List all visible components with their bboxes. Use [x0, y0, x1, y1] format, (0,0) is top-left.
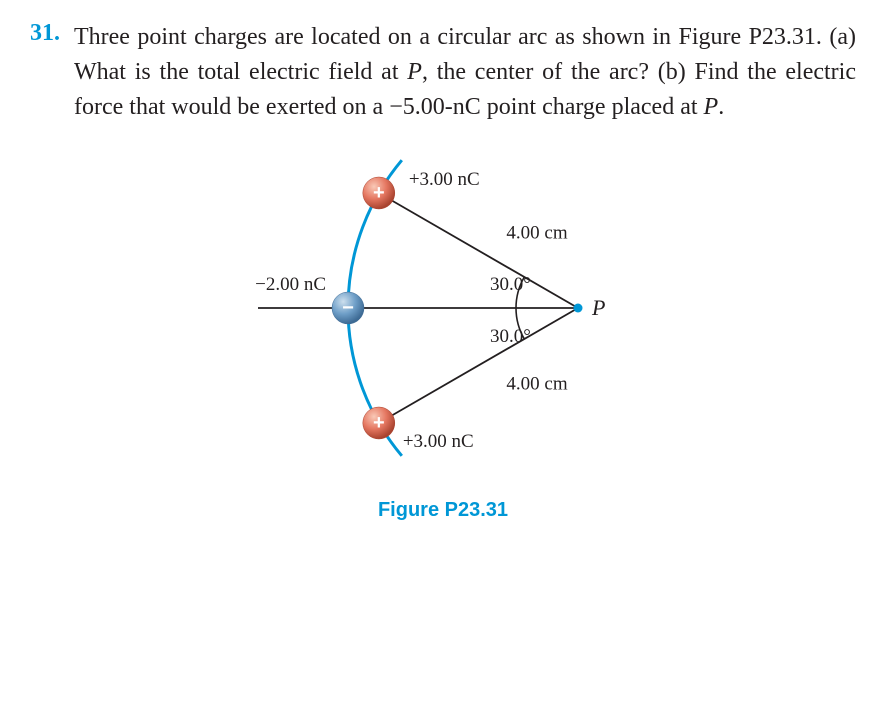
problem-number: 31.	[30, 20, 74, 47]
figure-svg: 30.0° 30.0° 4.00 cm 4.00 cm P + +3.00 nC −−2.00…	[228, 148, 658, 488]
problem-block: 31. Three point charges are located on a…	[30, 20, 856, 124]
svg-text:P: P	[591, 295, 605, 320]
svg-text:30.0°: 30.0°	[490, 326, 531, 347]
svg-text:−2.00 nC: −2.00 nC	[255, 274, 326, 295]
svg-text:+3.00 nC: +3.00 nC	[409, 169, 480, 190]
svg-text:+: +	[373, 412, 385, 434]
svg-text:4.00 cm: 4.00 cm	[506, 223, 567, 244]
svg-text:+3.00 nC: +3.00 nC	[403, 431, 474, 452]
figure-caption: Figure P23.31	[30, 499, 856, 522]
svg-text:4.00 cm: 4.00 cm	[506, 374, 567, 395]
problem-text: Three point charges are located on a cir…	[74, 20, 856, 124]
svg-text:−: −	[342, 297, 354, 319]
svg-text:+: +	[373, 182, 385, 204]
svg-text:30.0°: 30.0°	[490, 274, 531, 295]
figure-wrap: 30.0° 30.0° 4.00 cm 4.00 cm P + +3.00 nC −−2.00…	[30, 148, 856, 522]
